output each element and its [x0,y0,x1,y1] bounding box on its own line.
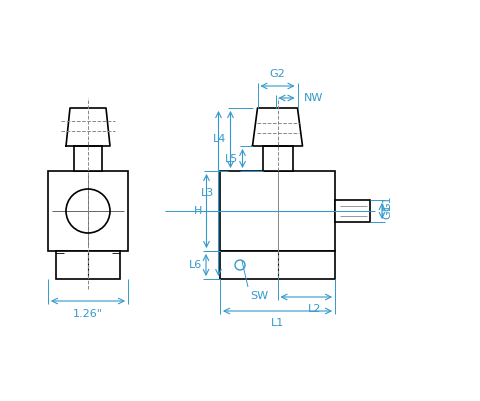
Text: L2: L2 [308,304,321,314]
Bar [56,251,120,279]
Text: L4: L4 [213,134,227,144]
Bar [74,146,102,171]
Bar [48,171,128,251]
Text: G1: G1 [382,195,392,211]
Text: G1: G1 [382,203,392,219]
Text: 1.26": 1.26" [73,309,103,319]
Text: SW: SW [250,291,268,301]
Bar [335,200,370,222]
Text: NW: NW [303,93,323,103]
Text: L6: L6 [189,260,202,270]
Bar [220,171,335,251]
Bar [263,146,292,171]
Text: G2: G2 [270,69,286,79]
Text: L5: L5 [225,154,239,164]
Text: H: H [194,206,203,216]
Text: L1: L1 [271,318,284,328]
Bar [220,251,335,279]
Text: L3: L3 [201,188,215,198]
